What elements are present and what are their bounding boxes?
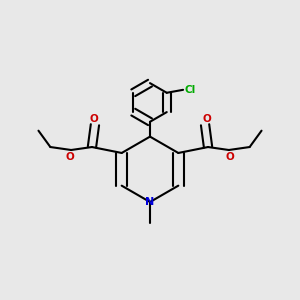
Text: O: O bbox=[202, 114, 211, 124]
Text: O: O bbox=[225, 152, 234, 161]
Text: N: N bbox=[146, 197, 154, 207]
Text: O: O bbox=[66, 152, 75, 161]
Text: O: O bbox=[89, 114, 98, 124]
Text: Cl: Cl bbox=[185, 85, 196, 95]
